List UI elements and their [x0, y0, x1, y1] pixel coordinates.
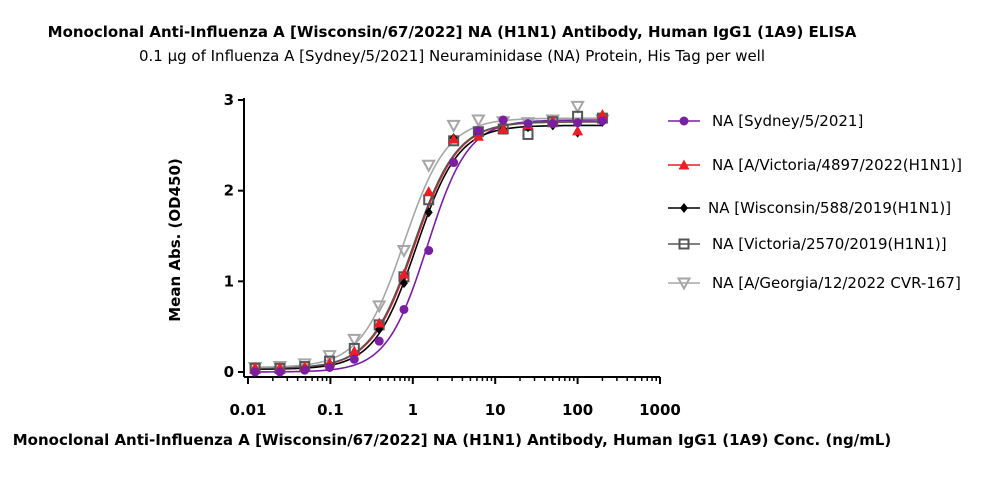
data-point	[297, 358, 312, 372]
data-point	[349, 354, 359, 364]
data-point	[573, 118, 583, 128]
data-point	[523, 119, 533, 129]
fit-curve	[255, 121, 603, 370]
data-point	[472, 130, 484, 141]
x-tick-label: 0.1	[317, 401, 344, 419]
x-tick-label: 100	[562, 401, 593, 419]
data-point	[497, 123, 509, 134]
data-point	[548, 119, 558, 129]
data-point	[424, 207, 433, 218]
fit-curve	[255, 119, 603, 373]
y-axis-label: Mean Abs. (OD450)	[166, 158, 184, 322]
y-tick-label: 3	[224, 91, 234, 109]
x-axis-label: Monoclonal Anti-Influenza A [Wisconsin/6…	[13, 431, 892, 449]
chart-subtitle: 0.1 µg of Influenza A [Sydney/5/2021] Ne…	[139, 47, 765, 65]
data-point	[448, 133, 460, 144]
data-point	[597, 116, 607, 126]
data-point	[473, 126, 483, 136]
legend-label: NA [A/Victoria/4897/2022(H1N1)]	[712, 156, 962, 174]
legend-label: NA [A/Georgia/12/2022 CVR-167]	[712, 274, 961, 292]
data-point	[372, 300, 387, 314]
data-point	[596, 109, 608, 120]
legend-marker	[678, 238, 690, 250]
x-tick-label: 1	[408, 401, 418, 419]
legend-marker	[680, 203, 688, 213]
data-point	[396, 245, 412, 259]
data-point	[300, 365, 310, 375]
data-point	[449, 158, 459, 168]
fit-curve	[255, 117, 603, 369]
y-tick-label: 2	[224, 182, 234, 200]
data-point	[423, 186, 435, 197]
data-point	[347, 333, 362, 347]
data-point	[424, 246, 434, 256]
data-point	[399, 278, 408, 289]
chart-title: Monoclonal Anti-Influenza A [Wisconsin/6…	[48, 23, 857, 41]
legend-label: NA [Sydney/5/2021]	[712, 112, 863, 130]
x-tick-label: 10	[485, 401, 506, 419]
data-point	[250, 367, 260, 377]
data-point	[325, 362, 335, 372]
legend-marker	[678, 159, 690, 170]
legend-label: NA [Wisconsin/588/2019(H1N1)]	[708, 199, 951, 217]
data-point	[446, 119, 461, 133]
data-point	[471, 114, 486, 128]
data-point	[373, 317, 385, 328]
data-point	[348, 345, 360, 356]
data-point	[399, 304, 409, 314]
data-point	[498, 115, 508, 125]
legend: NA [Sydney/5/2021] NA [A/Victoria/4897/20…	[668, 112, 962, 292]
x-tick-label: 0.01	[229, 401, 266, 419]
data-point	[570, 100, 585, 114]
data-point	[275, 367, 285, 377]
legend-label: NA [Victoria/2570/2019(H1N1)]	[712, 235, 947, 253]
data-point	[421, 159, 436, 173]
y-tick-label: 0	[224, 363, 234, 381]
fit-curve	[255, 121, 603, 370]
x-tick-label: 1000	[639, 401, 681, 419]
y-tick-label: 1	[224, 272, 234, 290]
legend-marker	[679, 116, 689, 126]
data-point	[374, 336, 384, 346]
data-point	[572, 125, 584, 136]
data-point	[398, 268, 410, 279]
legend-marker	[676, 277, 692, 291]
plot-area: 0 1 2 3 0.01 0.1 1 10 100 1000	[224, 91, 681, 419]
